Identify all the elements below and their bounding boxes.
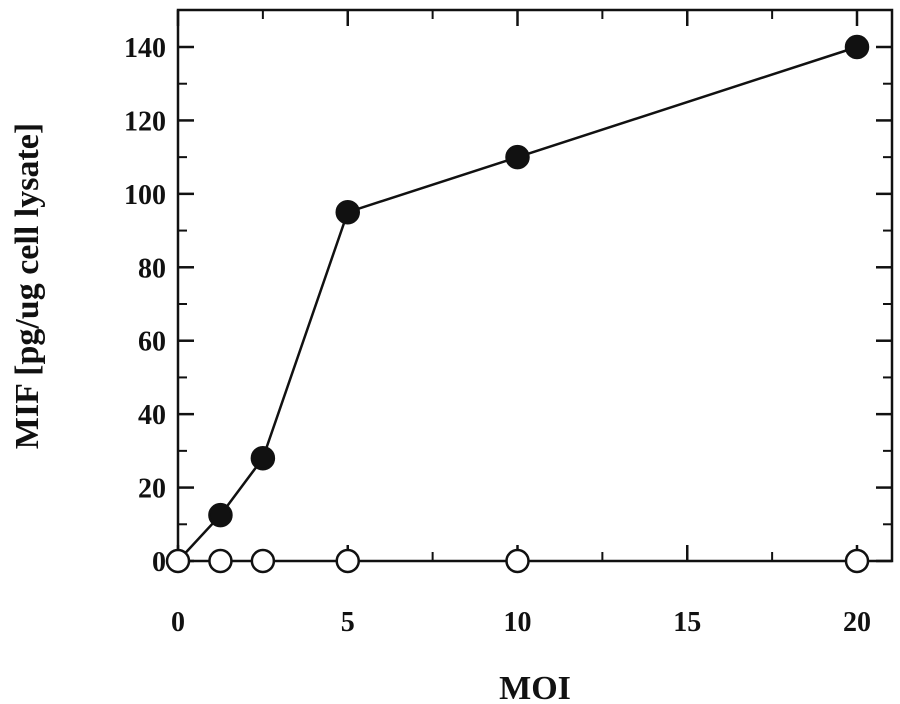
y-axis-title: MIF [pg/ug cell lysate] bbox=[9, 123, 46, 449]
x-tick-label: 15 bbox=[673, 607, 701, 638]
series-2-point-1 bbox=[208, 548, 233, 574]
axis-ticks bbox=[176, 10, 892, 563]
y-tick-label: 40 bbox=[138, 400, 166, 431]
y-tick-label: 0 bbox=[152, 547, 166, 578]
plot-frame bbox=[176, 8, 894, 563]
y-tick-label: 140 bbox=[124, 33, 166, 64]
series-1-point-1 bbox=[208, 502, 233, 528]
axis-tick-labels: 0 20 40 60 80 100 120 140 0 5 10 15 20 bbox=[124, 33, 871, 638]
series-2-point-3 bbox=[335, 548, 360, 574]
x-tick-label: 0 bbox=[171, 607, 185, 638]
y-tick-label: 100 bbox=[124, 180, 166, 211]
series-1-point-5 bbox=[844, 34, 870, 60]
series-1-point-2 bbox=[250, 445, 276, 471]
series-2-point-4 bbox=[505, 548, 530, 574]
series-1-point-4 bbox=[505, 144, 530, 170]
series-2-point-0 bbox=[165, 548, 191, 574]
series-2-point-2 bbox=[250, 548, 276, 574]
series-lines bbox=[177, 45, 858, 562]
data-markers bbox=[165, 34, 870, 574]
y-tick-label: 60 bbox=[138, 327, 166, 358]
series-1-line bbox=[177, 45, 858, 562]
x-axis-title: MOI bbox=[499, 670, 571, 704]
y-tick-label: 20 bbox=[138, 474, 166, 505]
series-2-point-5 bbox=[844, 548, 870, 574]
x-tick-label: 5 bbox=[341, 607, 355, 638]
y-tick-label: 120 bbox=[124, 106, 166, 137]
x-tick-label: 20 bbox=[843, 607, 871, 638]
series-1-point-3 bbox=[335, 199, 360, 225]
x-tick-label: 10 bbox=[504, 607, 532, 638]
y-tick-label: 80 bbox=[138, 253, 166, 284]
